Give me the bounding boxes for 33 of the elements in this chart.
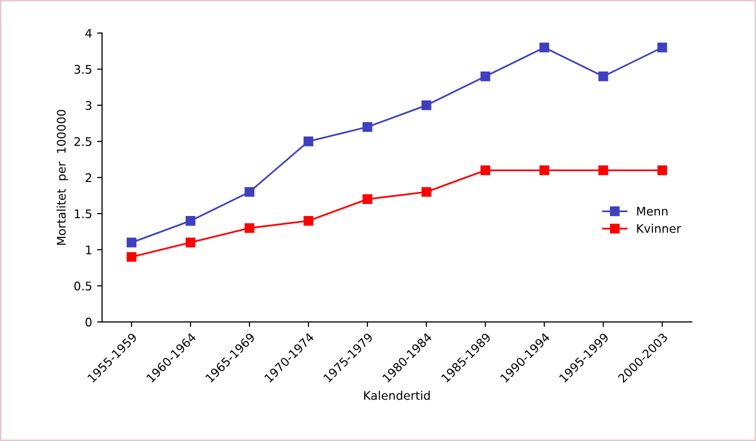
point <box>598 165 608 176</box>
y-axis-title: Mortalitet per 100000 <box>56 110 68 245</box>
point <box>244 187 254 197</box>
legend-label: Kvinner <box>637 224 682 233</box>
y-tick-label: 3 <box>86 101 92 110</box>
point <box>480 72 490 82</box>
point <box>304 216 314 226</box>
y-tick-label: 1.5 <box>74 209 92 218</box>
point <box>362 194 372 204</box>
y-tick-label: 2 <box>86 173 92 182</box>
y-tick-label: 1 <box>86 246 92 254</box>
point <box>422 187 432 197</box>
point <box>362 122 372 132</box>
y-tick-label: 3.5 <box>74 64 92 74</box>
x-axis-title: Kalendertid <box>364 390 430 400</box>
point <box>186 238 196 248</box>
legend-label: Menn <box>637 206 668 216</box>
point <box>422 100 432 110</box>
y-tick-label: 0 <box>86 318 92 327</box>
y-tick-label: 0.5 <box>74 282 92 290</box>
y-tick-label: 4 <box>85 28 92 38</box>
point <box>539 165 550 176</box>
y-tick-label: 2.5 <box>74 137 92 146</box>
point <box>480 165 490 176</box>
point <box>126 238 136 248</box>
point <box>598 72 608 82</box>
point <box>244 223 254 233</box>
point <box>304 136 314 146</box>
point <box>186 216 196 226</box>
point <box>657 165 668 176</box>
point <box>657 42 668 52</box>
point <box>126 252 136 262</box>
point <box>539 42 550 52</box>
